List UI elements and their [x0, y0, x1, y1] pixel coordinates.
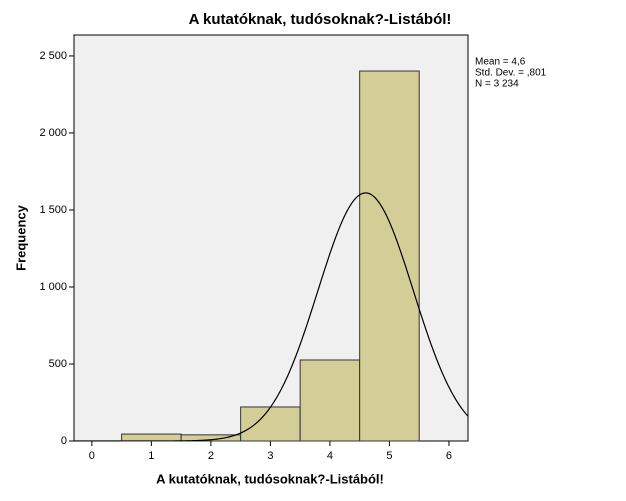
y-tick-label: 2 000: [39, 127, 67, 139]
x-tick-label: 1: [148, 450, 154, 462]
y-tick-label: 1 500: [39, 204, 67, 216]
y-tick-label: 500: [49, 358, 67, 370]
stat-label: Std. Dev. = ,801: [475, 68, 547, 79]
x-tick-label: 5: [386, 450, 392, 462]
x-tick-label: 6: [446, 450, 452, 462]
normal-curve: [74, 192, 468, 441]
x-axis-label: A kutatóknak, tudósoknak?-Listából!: [156, 471, 384, 486]
chart-title: A kutatóknak, tudósoknak?-Listából!: [189, 11, 452, 28]
x-tick-label: 2: [208, 450, 214, 462]
stat-label: Mean = 4,6: [475, 57, 526, 68]
y-tick-label: 2 500: [39, 50, 67, 62]
stat-label: N = 3 234: [475, 79, 519, 90]
x-tick-label: 4: [327, 450, 333, 462]
x-tick-label: 3: [267, 450, 273, 462]
bar: [121, 433, 182, 442]
bar: [299, 359, 361, 442]
y-tick-label: 1 000: [39, 281, 67, 293]
y-tick-label: 0: [61, 435, 67, 447]
y-axis-label: Frequency: [13, 204, 28, 271]
bar: [240, 406, 301, 442]
bar: [359, 70, 420, 442]
x-tick-label: 0: [89, 450, 95, 462]
